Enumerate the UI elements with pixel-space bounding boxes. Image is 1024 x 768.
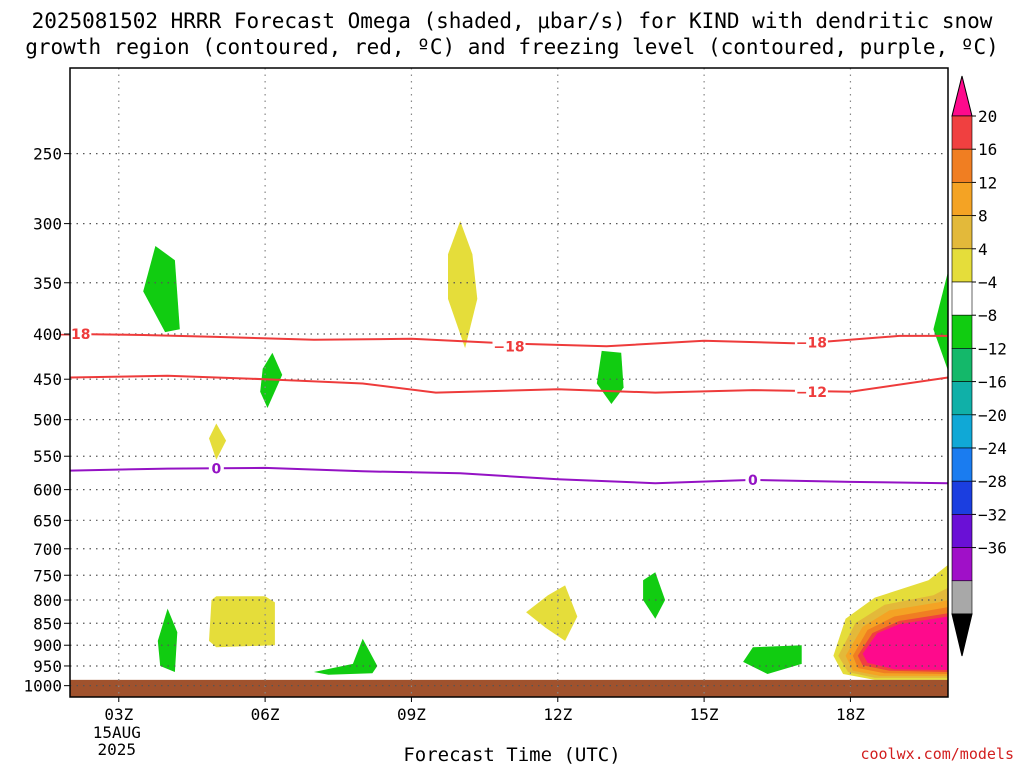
x-tick-label-12Z: 12Z <box>543 705 572 724</box>
y-tick-label-500: 500 <box>33 411 62 430</box>
colorbar-tick-label-13: −36 <box>978 539 1007 558</box>
contour-label-2-0: 0 <box>211 462 221 478</box>
y-tick-label-1000: 1000 <box>23 677 62 696</box>
x-axis-label: Forecast Time (UTC) <box>403 744 621 766</box>
colorbar-top-arrow <box>951 75 973 117</box>
colorbar-segment-9 <box>951 381 973 416</box>
colorbar-tick-label-7: −12 <box>978 339 1007 358</box>
colorbar-segment-8 <box>951 348 973 382</box>
colorbar-tick-label-1: 16 <box>978 140 997 159</box>
contour-label-bg-0-2 <box>794 334 828 351</box>
y-tick-label-950: 950 <box>33 657 62 676</box>
x-tick-label-15Z: 15Z <box>690 705 719 724</box>
omega-region-4 <box>933 271 948 371</box>
colorbar-segment-14 <box>951 547 973 582</box>
colorbar-tick-label-4: 4 <box>978 240 988 259</box>
colorbar-tick-label-10: −24 <box>978 439 1007 458</box>
credit-text: coolwx.com/models <box>860 745 1014 763</box>
colorbar-segment-5 <box>951 248 973 283</box>
y-tick-label-600: 600 <box>33 481 62 500</box>
x-tick-label-06Z: 06Z <box>251 705 280 724</box>
colorbar-tick-label-8: −16 <box>978 373 1007 392</box>
colorbar-tick-label-11: −28 <box>978 472 1007 491</box>
colorbar-tick-label-12: −32 <box>978 505 1007 524</box>
y-tick-label-350: 350 <box>33 274 62 293</box>
colorbar-tick-label-3: 8 <box>978 207 988 226</box>
y-tick-label-300: 300 <box>33 215 62 234</box>
x-tick-sublabel-1: 2025 <box>98 740 137 759</box>
y-tick-label-400: 400 <box>33 325 62 344</box>
contour-label-0-2: −18 <box>796 336 827 352</box>
y-tick-label-750: 750 <box>33 566 62 585</box>
x-tick-sublabel-0: 15AUG <box>93 723 141 742</box>
colorbar-segment-2 <box>951 148 973 183</box>
omega-region-3 <box>596 350 624 404</box>
colorbar-tick-label-2: 12 <box>978 173 997 192</box>
omega-region-6 <box>209 596 275 648</box>
omega-region-5 <box>209 423 227 460</box>
contour-label-0-1: −18 <box>493 339 524 355</box>
x-tick-label-03Z: 03Z <box>104 705 133 724</box>
plot-frame <box>69 67 949 698</box>
chart-title-line-1: 2025081502 HRRR Forecast Omega (shaded, … <box>31 9 993 33</box>
contour-label-bg-0-1 <box>492 338 526 355</box>
y-tick-label-800: 800 <box>33 591 62 610</box>
y-tick-label-900: 900 <box>33 636 62 655</box>
colorbar-segment-10 <box>951 414 973 449</box>
omega-region-7 <box>157 608 178 672</box>
colorbar-segment-4 <box>951 215 973 250</box>
colorbar-segment-1 <box>951 115 973 150</box>
omega-regions <box>143 221 948 680</box>
colorbar-tick-label-5: −4 <box>978 273 997 292</box>
contour-label-0-0: −18 <box>59 327 90 343</box>
omega-region-10 <box>643 572 666 619</box>
y-tick-label-250: 250 <box>33 145 62 164</box>
contour-label-bg-1-0 <box>794 383 828 400</box>
y-tick-label-450: 450 <box>33 370 62 389</box>
contour-label-1-0: −12 <box>796 385 827 401</box>
omega-region-9 <box>526 585 578 641</box>
x-tick-label-18Z: 18Z <box>836 705 865 724</box>
omega-region-11 <box>743 645 802 674</box>
colorbar-segment-12 <box>951 480 973 515</box>
omega-region-8 <box>313 638 378 675</box>
y-tick-label-700: 700 <box>33 540 62 559</box>
colorbar-segment-13 <box>951 514 973 548</box>
contour-label-bg-0-0 <box>58 326 92 343</box>
colorbar-segment-15 <box>951 580 973 615</box>
contour-line-2 <box>69 466 949 485</box>
colorbar-tick-label-6: −8 <box>978 306 997 325</box>
colorbar-segment-3 <box>951 182 973 216</box>
omega-region-17 <box>862 616 948 670</box>
omega-region-1 <box>448 221 478 349</box>
contour-label-bg-2-0 <box>208 460 224 477</box>
chart-title-line-2: growth region (contoured, red, ºC) and f… <box>25 35 999 59</box>
colorbar-segment-11 <box>951 447 973 482</box>
colorbar-segment-6 <box>951 281 973 316</box>
colorbar-tick-label-0: 20 <box>978 107 997 126</box>
contour-label-2-1: 0 <box>748 473 758 489</box>
y-tick-label-550: 550 <box>33 447 62 466</box>
colorbar-bottom-arrow <box>951 613 973 657</box>
x-tick-label-09Z: 09Z <box>397 705 426 724</box>
y-tick-label-650: 650 <box>33 511 62 530</box>
surface-fill <box>70 679 948 697</box>
colorbar-tick-label-9: −20 <box>978 406 1007 425</box>
omega-region-0 <box>143 246 180 333</box>
contour-label-bg-2-1 <box>745 471 761 488</box>
colorbar-segment-7 <box>951 314 973 349</box>
y-tick-label-850: 850 <box>33 614 62 633</box>
